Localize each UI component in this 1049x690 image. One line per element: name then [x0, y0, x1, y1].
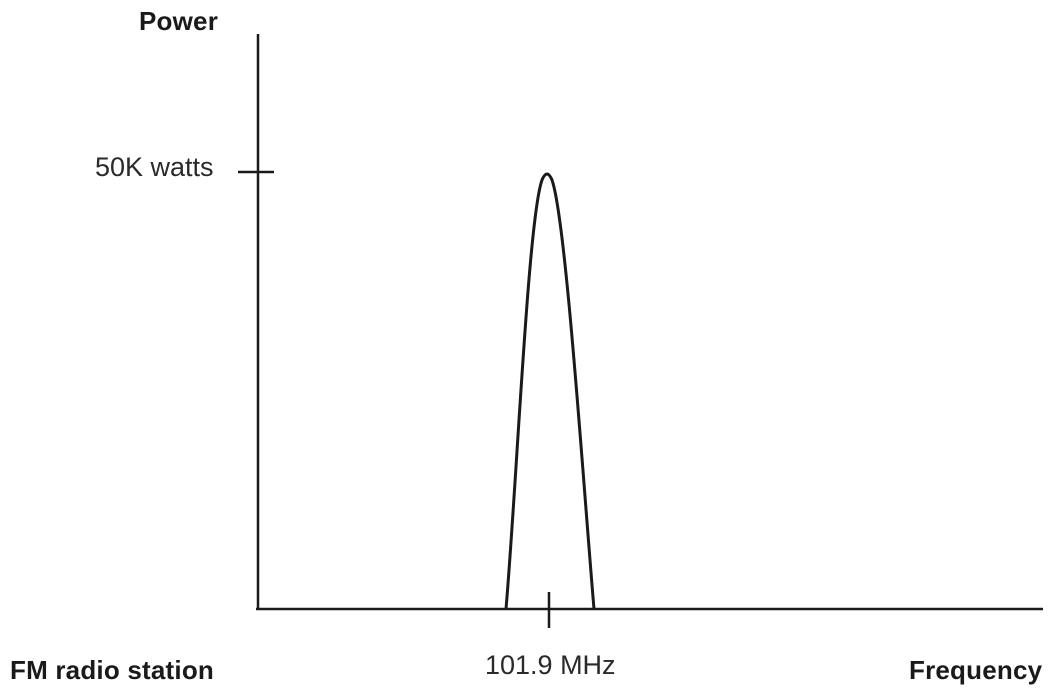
station-label: FM radio station [10, 655, 214, 685]
y-axis-title: Power [139, 6, 219, 36]
x-axis-tick-label: 101.9 MHz [485, 650, 616, 680]
x-axis-title: Frequency [909, 655, 1043, 685]
signal-peak-curve [504, 172, 596, 610]
y-axis-tick-label: 50K watts [95, 152, 214, 182]
